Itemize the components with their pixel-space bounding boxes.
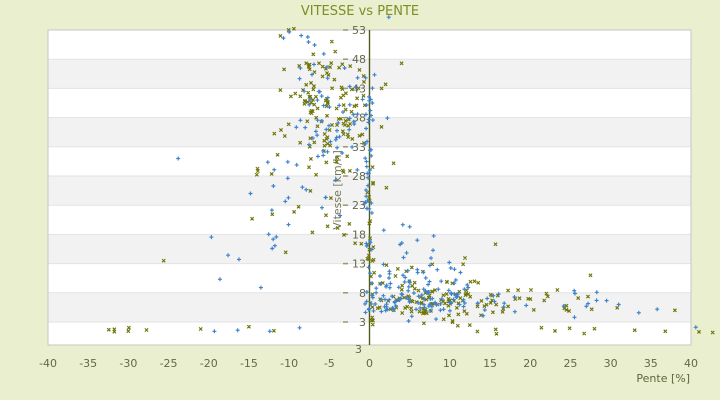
series-blue-points <box>176 15 698 334</box>
y-tick-label: 28 <box>352 170 366 183</box>
y-tick-label: 8 <box>359 287 366 300</box>
y-tick-label: 13 <box>352 258 366 271</box>
x-tick-label: 5 <box>406 357 413 370</box>
x-axis-label: Pente [%] <box>636 372 690 385</box>
x-tick-label: -10 <box>280 357 298 370</box>
x-tick-label: 40 <box>684 357 698 370</box>
x-tick-label: 35 <box>644 357 658 370</box>
x-tick-label: -25 <box>160 357 178 370</box>
x-tick-label: -15 <box>240 357 258 370</box>
x-tick-label: 25 <box>563 357 577 370</box>
x-tick-label: -40 <box>39 357 57 370</box>
x-tick-label: 15 <box>483 357 497 370</box>
y-tick-label: 23 <box>352 199 366 212</box>
x-tick-label: -30 <box>119 357 137 370</box>
x-tick-label: -20 <box>200 357 218 370</box>
y-tick-label: 18 <box>352 228 366 241</box>
y-tick-label: 3 <box>359 316 366 329</box>
x-tick-label: 10 <box>443 357 457 370</box>
y-tick-label: 48 <box>352 53 366 66</box>
y-axis-min-label: 3 <box>355 343 362 356</box>
x-tick-labels: -40 -35 -30 -25 -20 -15 -10 -5 0 5 10 15 20 25 30 35 40 <box>39 357 698 370</box>
x-tick-label: 30 <box>604 357 618 370</box>
x-tick-label: 20 <box>523 357 537 370</box>
y-axis-label: Vitesse [km/h] <box>331 150 344 230</box>
y-tick-label: 53 <box>352 24 366 37</box>
chart-title: VITESSE vs PENTE <box>301 4 419 19</box>
x-tick-label: 0 <box>366 357 373 370</box>
series-blue-points-path <box>176 15 698 334</box>
x-tick-label: -35 <box>79 357 97 370</box>
x-tick-label: -5 <box>324 357 335 370</box>
